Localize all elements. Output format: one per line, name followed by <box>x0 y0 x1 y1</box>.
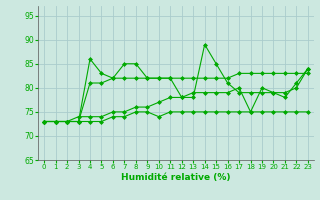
X-axis label: Humidité relative (%): Humidité relative (%) <box>121 173 231 182</box>
